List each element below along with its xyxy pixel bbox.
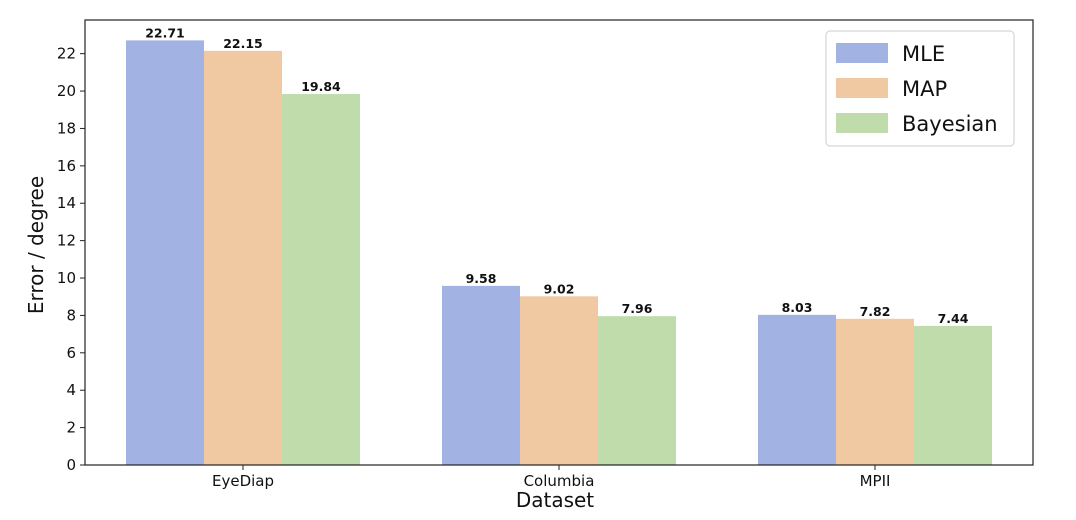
bar-mpii-mle	[758, 314, 836, 465]
data-label: 19.84	[301, 79, 341, 94]
bar-eyediap-map	[204, 50, 282, 466]
y-tick-label: 18	[57, 119, 76, 137]
legend-label-map: MAP	[902, 77, 947, 101]
legend-label-mle: MLE	[902, 42, 945, 66]
data-label: 22.15	[223, 36, 263, 51]
x-tick-label: MPII	[860, 472, 891, 490]
data-label: 22.71	[145, 25, 185, 40]
data-label: 7.96	[622, 301, 653, 316]
bar-columbia-mle	[442, 285, 520, 465]
y-tick-label: 4	[66, 381, 76, 399]
y-tick-label: 16	[57, 157, 76, 175]
y-tick-label: 0	[66, 456, 76, 474]
legend-swatch-bayesian	[836, 113, 888, 133]
bar-eyediap-bayesian	[282, 94, 360, 465]
bar-columbia-map	[520, 296, 598, 465]
y-tick-label: 14	[57, 194, 76, 212]
plot-frame	[84, 19, 1034, 466]
y-tick-label: 22	[57, 45, 76, 63]
data-labels-layer: 22.71 22.15 19.84 9.58 9.02 7.96 8.03 7.82 7.44	[145, 25, 968, 326]
y-tick-label: 6	[66, 344, 76, 362]
x-tick-label: Columbia	[524, 472, 595, 490]
y-tick-label: 12	[57, 232, 76, 250]
legend-label-bayesian: Bayesian	[902, 112, 998, 136]
y-tick-label: 2	[66, 419, 76, 437]
data-label: 9.58	[466, 271, 497, 286]
data-label: 7.44	[938, 311, 969, 326]
x-axis-title: Dataset	[516, 488, 594, 512]
legend-swatch-mle	[836, 43, 888, 63]
axes-layer: EyeDiap Columbia MPII 0 2 4 6 8 10 12 14 16 18 20 22	[57, 19, 1034, 490]
data-label: 7.82	[860, 304, 891, 319]
bar-eyediap-mle	[126, 40, 204, 466]
legend-swatch-map	[836, 78, 888, 98]
bar-mpii-map	[836, 318, 914, 465]
y-axis-title: Error / degree	[24, 176, 48, 314]
bar-mpii-bayesian	[914, 325, 992, 465]
bar-columbia-bayesian	[598, 316, 676, 465]
y-tick-label: 10	[57, 269, 76, 287]
x-tick-label: EyeDiap	[212, 472, 274, 490]
y-tick-label: 8	[66, 306, 76, 324]
y-tick-label: 20	[57, 82, 76, 100]
data-label: 9.02	[544, 281, 575, 296]
legend: MLE MAP Bayesian	[825, 30, 1015, 147]
data-label: 8.03	[782, 300, 813, 315]
bars-layer	[126, 40, 992, 466]
